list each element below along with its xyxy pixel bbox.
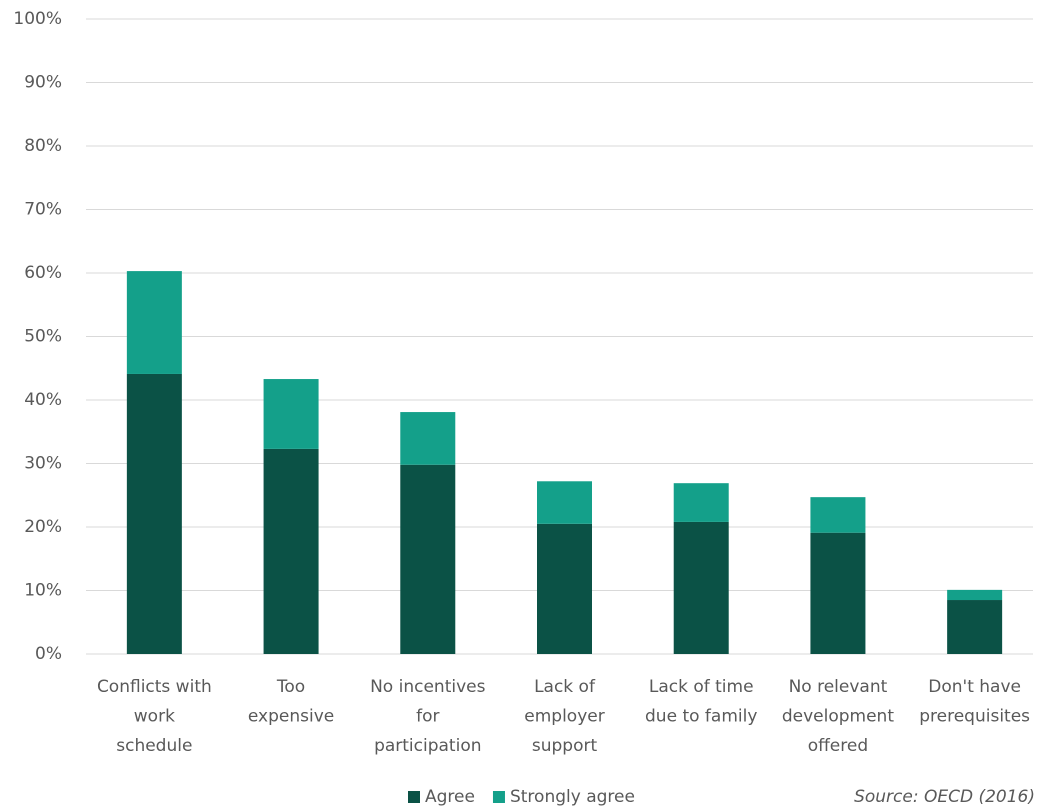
bar-segment — [810, 532, 866, 654]
x-tick-label: Lack of time due to family — [645, 677, 757, 727]
y-tick-label: 50% — [24, 327, 62, 347]
x-tick-label: No relevant development offered — [782, 677, 894, 756]
y-tick-label: 90% — [24, 73, 62, 93]
bar-segment — [537, 481, 592, 524]
bar-segment — [537, 523, 592, 654]
bar-segment — [947, 589, 1003, 601]
bar-segment — [673, 483, 729, 522]
bar-segment — [810, 497, 866, 533]
legend-label: Agree — [425, 787, 475, 807]
x-tick-label: Lack of employer support — [524, 677, 604, 756]
x-tick-label: No incentives for participation — [370, 677, 486, 756]
y-tick-label: 20% — [24, 517, 62, 537]
source-note: Source: OECD (2016) — [854, 787, 1035, 807]
x-tick-label: Conflicts with work schedule — [97, 677, 212, 756]
y-tick-label: 100% — [13, 9, 62, 29]
bar-segment — [263, 379, 319, 449]
legend-label: Strongly agree — [510, 787, 635, 807]
y-tick-label: 70% — [24, 200, 62, 220]
bar-segment — [947, 600, 1003, 654]
bar-segment — [263, 448, 319, 654]
y-tick-label: 80% — [24, 136, 62, 156]
bar-segment — [126, 373, 182, 654]
y-tick-label: 60% — [24, 263, 62, 283]
y-tick-label: 10% — [24, 581, 62, 601]
bar-segment — [400, 412, 456, 465]
y-tick-label: 0% — [35, 644, 62, 664]
legend-swatch — [492, 791, 505, 803]
bar-segment — [673, 521, 729, 654]
x-tick-label: Don't have prerequisites — [919, 677, 1030, 727]
bar-segment — [400, 464, 456, 654]
legend-swatch — [408, 791, 420, 803]
x-tick-label: Too expensive — [248, 677, 334, 727]
bar-segment — [126, 271, 182, 374]
y-tick-label: 30% — [24, 454, 62, 474]
y-tick-label: 40% — [24, 390, 62, 410]
